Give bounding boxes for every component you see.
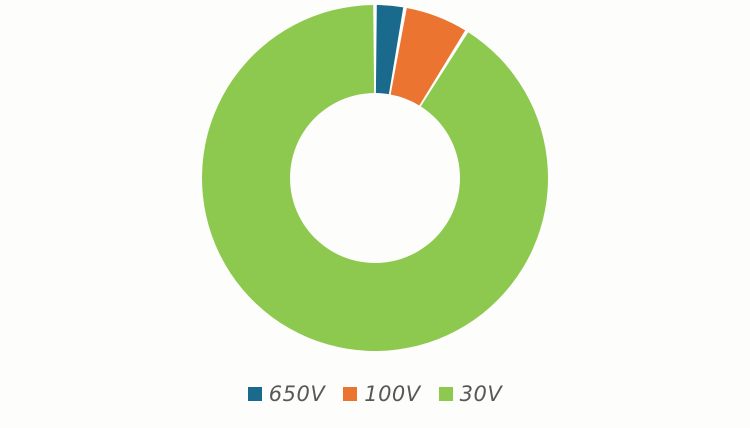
- legend-swatch-30v-icon: [438, 387, 453, 401]
- legend-item-100v[interactable]: 100V: [343, 381, 421, 406]
- legend-swatch-650v-icon: [247, 387, 262, 401]
- donut-slice-30v[interactable]: [201, 5, 548, 351]
- donut-slice-100v[interactable]: [390, 7, 466, 106]
- legend-label-650v: 650V: [268, 381, 326, 406]
- donut-slice-group: [201, 5, 548, 351]
- legend-label-30v: 30V: [459, 381, 503, 406]
- legend-item-30v[interactable]: 30V: [438, 381, 503, 406]
- donut-slice-650v[interactable]: [375, 5, 404, 95]
- legend-swatch-100v-icon: [343, 387, 358, 401]
- legend-label-100v: 100V: [364, 381, 421, 406]
- chart-legend: 650V 100V 30V: [0, 379, 750, 409]
- legend-item-650v[interactable]: 650V: [247, 381, 326, 406]
